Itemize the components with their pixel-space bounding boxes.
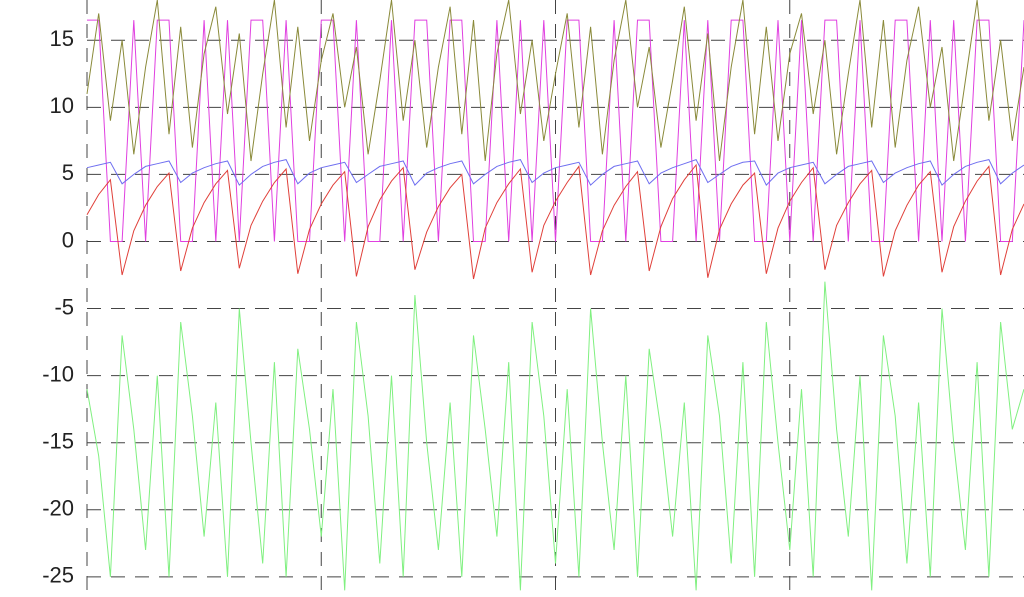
trace — [86, 0, 1024, 162]
y-tick-label: -20 — [42, 496, 74, 521]
y-tick-label: -10 — [42, 361, 74, 386]
trace — [86, 163, 1024, 280]
y-tick-label: 5 — [62, 160, 74, 185]
y-tick-label: -5 — [54, 294, 74, 319]
trace — [87, 19, 1024, 242]
trace — [86, 281, 1024, 591]
y-tick-label: 10 — [50, 93, 74, 118]
trace — [86, 158, 1024, 186]
y-tick-label: 0 — [62, 227, 74, 252]
y-tick-label: 15 — [50, 26, 74, 51]
y-tick-label: -25 — [42, 563, 74, 588]
y-tick-label: -15 — [42, 429, 74, 454]
